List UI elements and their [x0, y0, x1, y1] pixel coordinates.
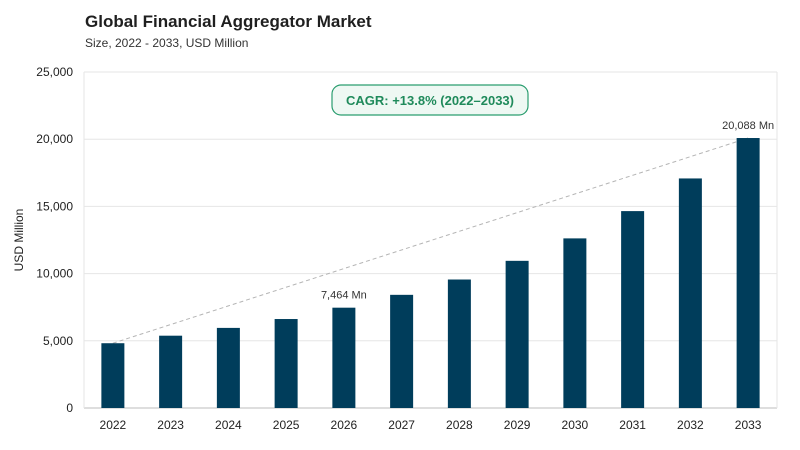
- bar-2030: [563, 238, 587, 408]
- bar-2031: [621, 211, 645, 408]
- y-tick-label: 20,000: [36, 132, 73, 146]
- x-tick-label: 2027: [388, 418, 415, 432]
- cagr-label: CAGR: +13.8% (2022–2033): [346, 93, 514, 108]
- bar-2022: [101, 343, 125, 408]
- x-axis-ticks: 2022 2023 2024 2025 2026 2027 2028 2029 2030 2031…: [100, 418, 762, 432]
- y-tick-label: 10,000: [36, 267, 73, 281]
- x-tick-label: 2031: [619, 418, 646, 432]
- y-tick-label: 25,000: [36, 65, 73, 79]
- trend-line: [112, 137, 749, 344]
- y-tick-label: 15,000: [36, 199, 73, 213]
- x-tick-label: 2033: [735, 418, 762, 432]
- bar-2026: [332, 307, 356, 408]
- data-label-2033: 20,088 Mn: [722, 120, 774, 132]
- bar-2025: [274, 319, 298, 408]
- bar-2029: [505, 260, 529, 408]
- y-axis-title: USD Million: [12, 209, 26, 272]
- x-tick-label: 2024: [215, 418, 242, 432]
- data-label-2026: 7,464 Mn: [321, 290, 367, 302]
- x-tick-label: 2029: [504, 418, 531, 432]
- trend-line-layer: [112, 137, 749, 344]
- x-tick-label: 2026: [331, 418, 358, 432]
- y-axis-ticks: 0 5,000 10,000 15,000 20,000 25,000: [36, 65, 73, 415]
- x-tick-label: 2022: [100, 418, 127, 432]
- x-tick-label: 2025: [273, 418, 300, 432]
- x-tick-label: 2023: [157, 418, 184, 432]
- chart-subtitle: Size, 2022 - 2033, USD Million: [85, 36, 249, 50]
- bar-2027: [390, 294, 414, 408]
- y-tick-label: 5,000: [43, 334, 73, 348]
- x-tick-label: 2028: [446, 418, 473, 432]
- chart-title: Global Financial Aggregator Market: [85, 12, 372, 31]
- cagr-badge: [331, 84, 529, 116]
- gridlines: [83, 71, 778, 409]
- data-labels: 7,464 Mn 20,088 Mn: [321, 120, 774, 302]
- bar-2023: [159, 335, 183, 408]
- y-tick-label: 0: [66, 401, 73, 415]
- bars: [101, 138, 760, 408]
- bar-2032: [678, 178, 702, 408]
- bar-2028: [447, 279, 471, 408]
- bar-2024: [216, 327, 240, 408]
- cagr-annotation: CAGR: +13.8% (2022–2033): [331, 84, 529, 116]
- bar-2033: [736, 138, 760, 408]
- x-tick-label: 2030: [562, 418, 589, 432]
- x-tick-label: 2032: [677, 418, 704, 432]
